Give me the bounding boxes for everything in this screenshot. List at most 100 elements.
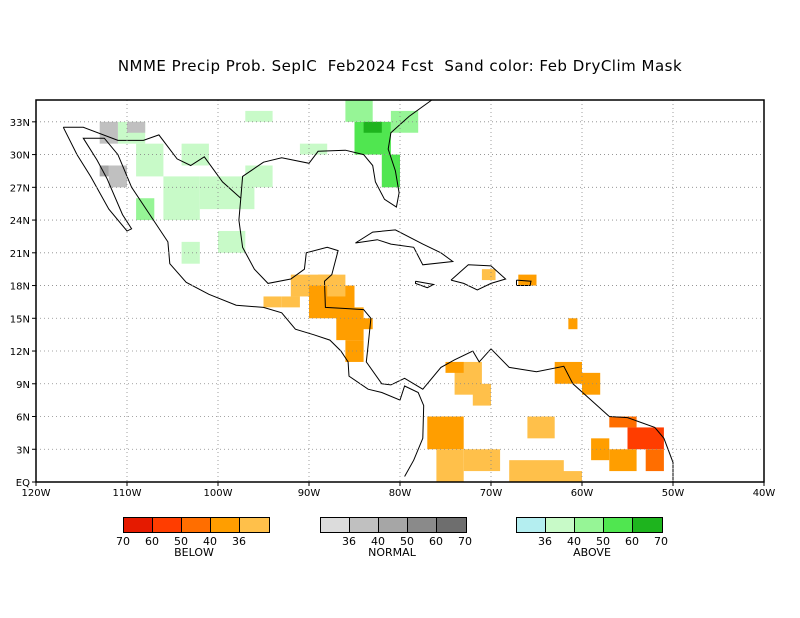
prob-cell (354, 318, 373, 330)
graticule (36, 100, 764, 482)
prob-cell (127, 121, 146, 133)
prob-cell (99, 165, 109, 177)
lat-label: EQ (16, 478, 30, 489)
coastline (355, 229, 455, 266)
prob-cell (545, 471, 582, 482)
prob-cell (568, 318, 578, 330)
lat-label: 18N (10, 282, 30, 293)
legend-swatch (408, 518, 437, 532)
coastline (63, 126, 242, 199)
prob-cell (463, 449, 501, 472)
lon-label: 50W (662, 488, 685, 499)
prob-cell (627, 427, 664, 450)
legend-tick-label: 70 (654, 535, 668, 548)
prob-cell (481, 269, 496, 281)
prob-cell (472, 383, 491, 406)
lat-label: 33N (10, 118, 30, 129)
prob-cell (436, 449, 464, 482)
legend-normal-bar (320, 517, 467, 533)
lon-label: 90W (298, 488, 321, 499)
prob-cell (582, 372, 601, 395)
legend-tick-label: 50 (400, 535, 414, 548)
coastline (450, 264, 507, 291)
lon-label: 40W (753, 488, 776, 499)
prob-cell (345, 100, 373, 122)
legend-swatch (437, 518, 466, 532)
prob-cell (163, 176, 200, 221)
prob-cell (381, 154, 400, 188)
legend-below-title: BELOW (174, 546, 214, 559)
prob-cell (199, 176, 255, 210)
legend-swatch (240, 518, 269, 532)
legend-swatch (350, 518, 379, 532)
legend-tick-label: 60 (145, 535, 159, 548)
legend-swatch (153, 518, 182, 532)
prob-cell (554, 361, 582, 384)
coastlines (62, 99, 674, 482)
prob-cell (181, 143, 209, 166)
legend-tick-label: 50 (596, 535, 610, 548)
lat-label: 9N (16, 380, 30, 391)
lat-label: 21N (10, 249, 30, 260)
legend-tick-label: 70 (116, 535, 130, 548)
prob-cell (363, 121, 382, 133)
legend-swatch (546, 518, 575, 532)
prob-cell (645, 449, 664, 472)
probability-cells (99, 100, 664, 482)
prob-cell (299, 143, 328, 155)
legend-tick-label: 50 (174, 535, 188, 548)
legend-tick-label: 70 (458, 535, 472, 548)
legend-normal-title: NORMAL (368, 546, 416, 559)
legend-swatch (379, 518, 408, 532)
prob-cell (136, 143, 164, 177)
legend-swatch (124, 518, 153, 532)
coastline (516, 279, 532, 286)
prob-cell (518, 274, 537, 286)
prob-cell (99, 121, 118, 144)
prob-cell (427, 416, 464, 450)
lat-label: 30N (10, 151, 30, 162)
legend-tick-label: 40 (567, 535, 581, 548)
lat-label: 15N (10, 314, 30, 325)
prob-cell (218, 230, 246, 253)
legend-above-bar (516, 517, 663, 533)
legend-swatch (604, 518, 633, 532)
lat-label: 27N (10, 183, 30, 194)
legend-tick-label: 36 (232, 535, 246, 548)
lat-label: 24N (10, 216, 30, 227)
lat-label: 6N (16, 413, 30, 424)
prob-cell (245, 165, 273, 188)
legend-tick-label: 36 (538, 535, 552, 548)
legend-swatch (633, 518, 662, 532)
lat-label: 3N (16, 445, 30, 456)
prob-cell (527, 416, 555, 439)
coastline (240, 99, 433, 208)
legend-swatch (321, 518, 350, 532)
legend-tick-label: 60 (625, 535, 639, 548)
prob-cell (281, 296, 300, 308)
legend-swatch (517, 518, 546, 532)
legend-swatch (182, 518, 211, 532)
legend-tick-label: 40 (371, 535, 385, 548)
lon-label: 110W (113, 488, 142, 499)
prob-cell (609, 449, 637, 472)
prob-cell (108, 165, 127, 188)
coastline (62, 127, 425, 477)
prob-cell (609, 416, 637, 428)
prob-cell (245, 110, 273, 122)
prob-cell (181, 241, 200, 264)
coastline (238, 198, 674, 482)
legend-tick-label: 36 (342, 535, 356, 548)
lon-label: 120W (22, 488, 51, 499)
lat-label: 12N (10, 347, 30, 358)
legend-swatch (575, 518, 604, 532)
coastline (415, 280, 436, 289)
legend-above-title: ABOVE (573, 546, 611, 559)
legend-below-bar (123, 517, 270, 533)
lon-label: 70W (480, 488, 503, 499)
map-title: NMME Precip Prob. SepIC Feb2024 Fcst San… (117, 57, 683, 75)
prob-cell (445, 361, 464, 373)
legend-swatch (211, 518, 240, 532)
legend-tick-label: 60 (429, 535, 443, 548)
